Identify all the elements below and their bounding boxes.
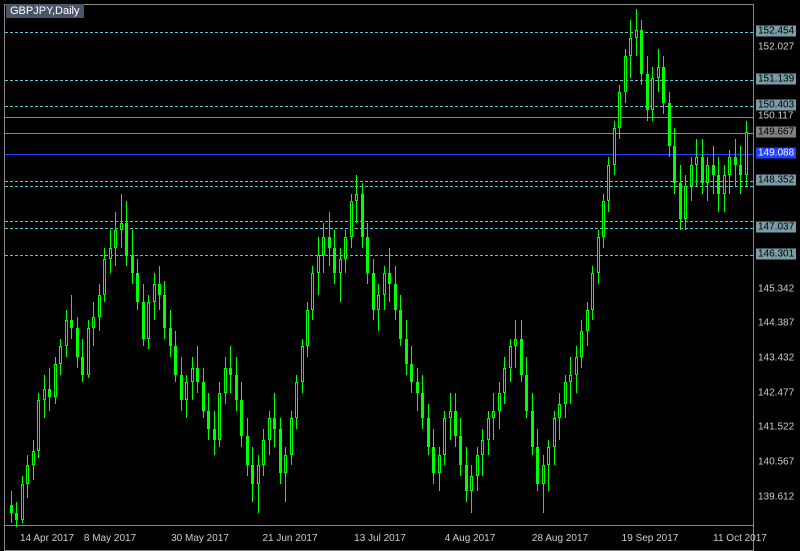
x-tick-label: 30 May 2017: [171, 533, 229, 544]
level-line: [5, 117, 753, 118]
y-level-label: 151.139: [756, 73, 796, 84]
chart-title: GBPJPY,Daily: [6, 4, 84, 18]
level-line: [5, 228, 753, 229]
level-line: [5, 255, 753, 256]
level-line: [5, 154, 753, 155]
x-tick-label: 11 Oct 2017: [713, 533, 767, 544]
level-line: [5, 106, 753, 107]
y-tick-label: 141.522: [758, 422, 794, 433]
y-level-label: 152.454: [756, 26, 796, 37]
level-line: [5, 221, 753, 222]
level-line: [5, 186, 753, 187]
y-level-label: 147.037: [756, 222, 796, 233]
plot-area[interactable]: [4, 4, 754, 526]
x-tick-label: 8 May 2017: [84, 533, 136, 544]
y-tick-label: 152.027: [758, 41, 794, 52]
x-tick-label: 21 Jun 2017: [262, 533, 317, 544]
y-tick-label: 140.567: [758, 456, 794, 467]
y-current-price: 149.667: [756, 127, 796, 138]
x-tick-label: 13 Jul 2017: [354, 533, 406, 544]
y-level-label: 148.352: [756, 174, 796, 185]
level-line: [5, 133, 753, 134]
y-level-label: 150.403: [756, 100, 796, 111]
x-tick-label: 28 Aug 2017: [532, 533, 588, 544]
y-tick-label: 139.612: [758, 491, 794, 502]
y-axis: 152.027 150.117 145.342 144.387 143.432 142.4…: [754, 4, 800, 526]
y-tick-label: 143.432: [758, 353, 794, 364]
x-tick-label: 14 Apr 2017: [20, 533, 74, 544]
level-line: [5, 181, 753, 182]
x-tick-label: 19 Sep 2017: [622, 533, 679, 544]
y-tick-label: 144.387: [758, 318, 794, 329]
y-blue-label: 149.088: [756, 148, 796, 159]
y-level-label: 146.301: [756, 249, 796, 260]
forex-chart: GBPJPY,Daily 152.027 150.117 145.342 144.38…: [0, 0, 800, 551]
x-tick-label: 4 Aug 2017: [445, 533, 496, 544]
y-tick-label: 142.477: [758, 387, 794, 398]
y-tick-label: 145.342: [758, 283, 794, 294]
y-tick-label: 150.117: [758, 110, 793, 121]
x-axis: 14 Apr 2017 8 May 2017 30 May 2017 21 Jun 2…: [4, 526, 754, 551]
